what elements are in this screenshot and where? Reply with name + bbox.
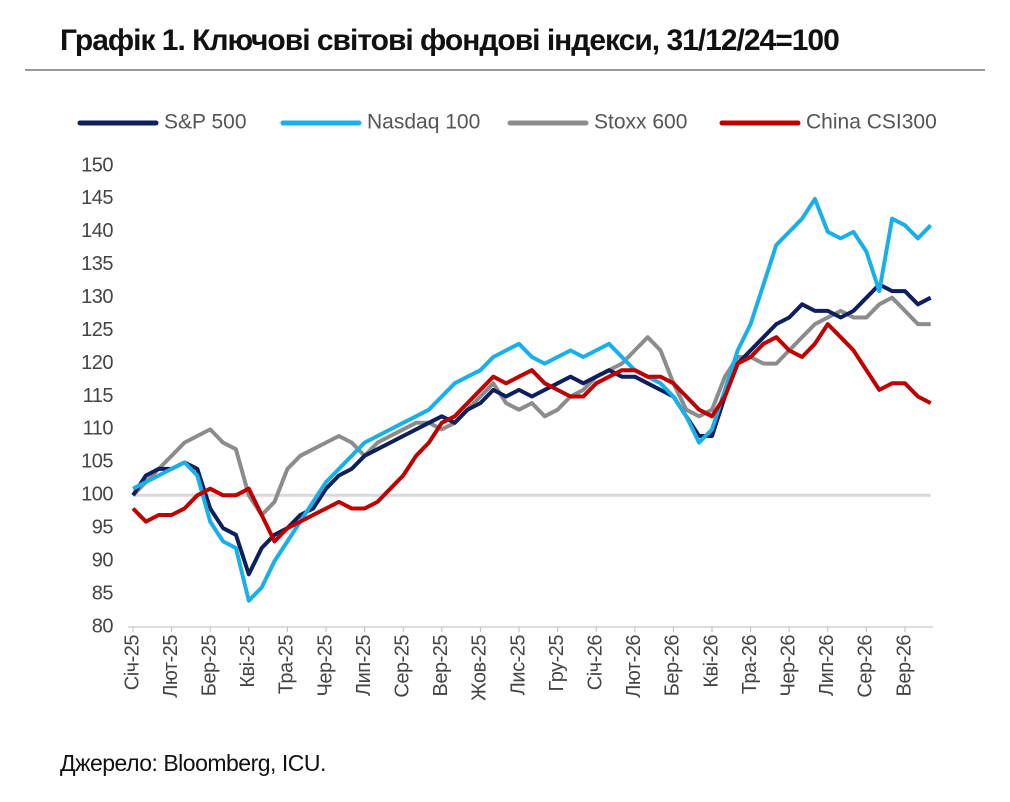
legend-label: Nasdaq 100 [367,111,480,134]
y-tick-label: 115 [83,385,114,407]
x-tick-label: Лют-25 [160,635,182,698]
x-tick-label: Вер-26 [893,635,915,697]
y-tick-label: 135 [81,253,113,275]
x-tick-label: Січ-25 [121,635,143,691]
y-tick-label: 125 [81,319,113,341]
y-tick-label: 90 [92,549,114,571]
x-tick-label: Бер-26 [662,635,684,697]
series-line [132,196,933,603]
series-line [131,295,931,517]
x-tick-label: Кві-25 [237,635,259,688]
source: Джерело: Bloomberg, ICU. [60,750,326,776]
legend-label: China CSI300 [806,111,937,134]
y-tick-label: 80 [92,615,114,637]
y-tick-label: 110 [83,418,114,440]
x-tick-label: Тра-25 [276,635,298,695]
x-tick-label: Сер-25 [391,635,413,698]
x-tick-label: Тра-26 [739,635,761,695]
legend-label: Stoxx 600 [594,111,687,134]
x-tick-label: Лип-26 [816,635,838,696]
y-tick-label: 85 [92,582,114,604]
y-tick-label: 100 [81,484,113,506]
x-tick-label: Лют-26 [623,635,645,698]
y-tick-label: 145 [81,187,113,209]
y-tick-label: 120 [81,352,113,374]
y-tick-label: 105 [81,451,113,473]
x-tick-label: Кві-26 [700,635,722,688]
x-tick-label: Лис-25 [507,635,529,696]
x-tick-label: Гру-25 [546,635,568,692]
x-tick-label: Жов-25 [469,635,491,701]
series-line [131,322,932,544]
x-tick-label: Січ-26 [584,635,606,691]
legend-label: S&P 500 [164,111,247,134]
series-line [131,282,932,577]
y-tick-label: 140 [81,220,113,242]
x-tick-label: Чер-26 [777,635,799,697]
y-tick-label: 150 [81,154,113,176]
x-tick-label: Бер-25 [198,635,220,697]
x-tick-label: Сер-26 [855,635,877,698]
x-tick-label: Чер-25 [314,635,336,697]
y-tick-label: 130 [81,286,113,308]
chart-title: Графік 1. Ключові світові фондові індекс… [60,24,839,57]
x-tick-label: Вер-25 [430,635,452,697]
y-tick-label: 95 [92,516,114,538]
x-tick-label: Лип-25 [353,635,375,696]
